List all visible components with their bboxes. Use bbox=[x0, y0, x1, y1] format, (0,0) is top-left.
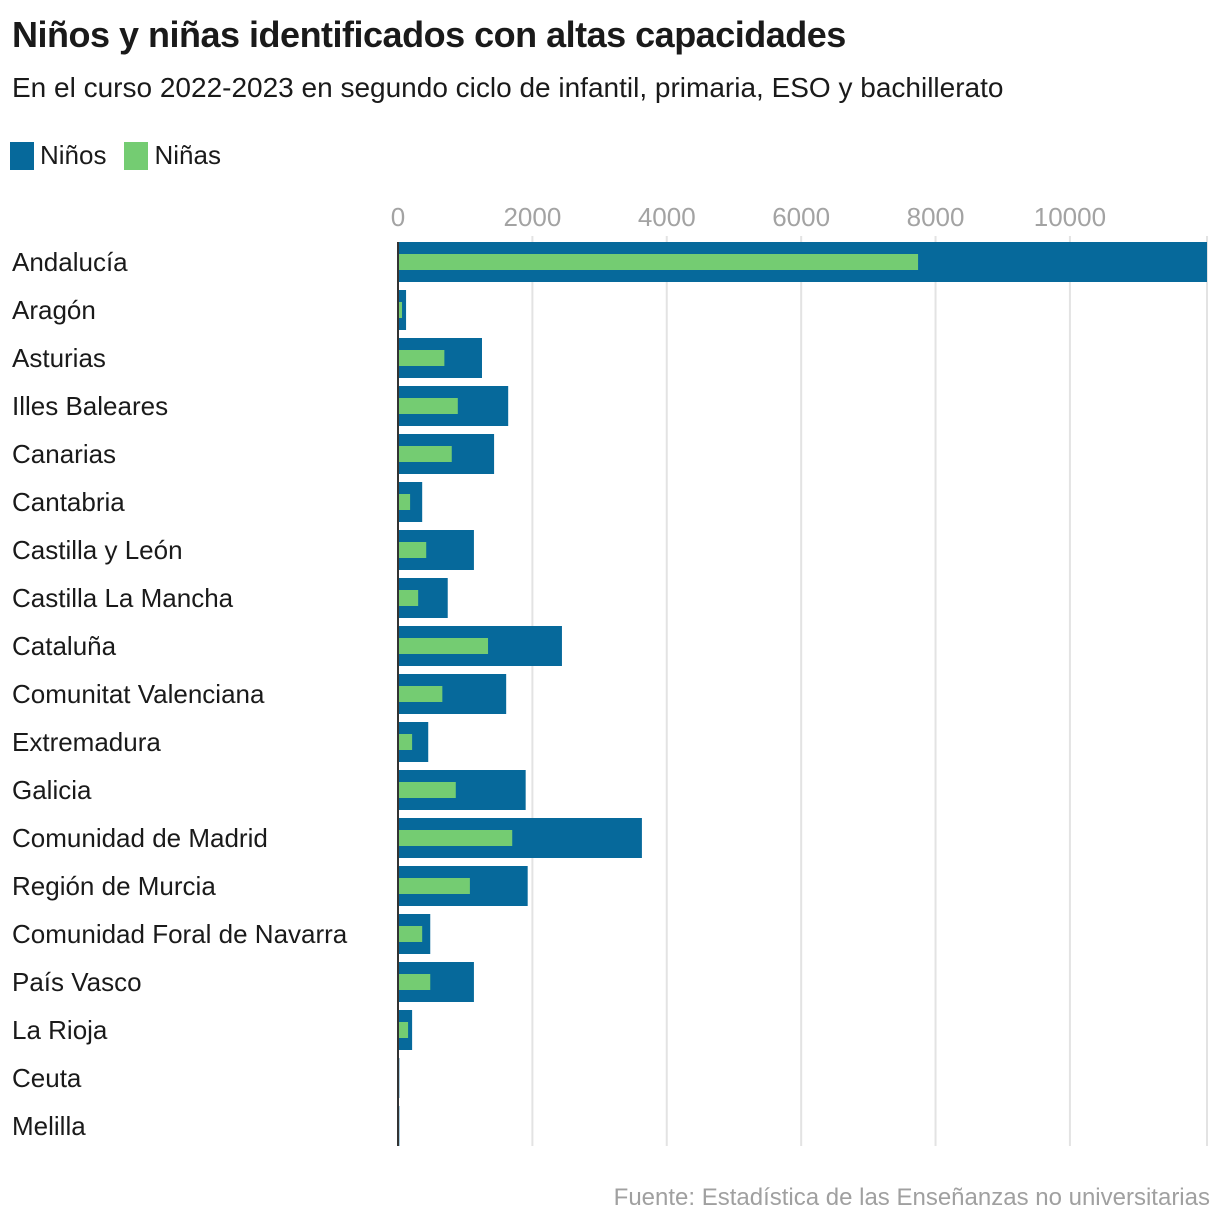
bar-ninas bbox=[398, 878, 470, 894]
source-note: Fuente: Estadística de las Enseñanzas no… bbox=[613, 1184, 1210, 1211]
legend: Niños Niñas bbox=[10, 140, 239, 171]
category-label: Comunitat Valenciana bbox=[12, 679, 265, 709]
bar-ninas bbox=[398, 446, 452, 462]
bar-ninas bbox=[398, 542, 427, 558]
category-label: Castilla y León bbox=[12, 535, 183, 565]
category-label: Canarias bbox=[12, 439, 116, 469]
category-label: Illes Baleares bbox=[12, 391, 168, 421]
bar-ninas bbox=[398, 974, 431, 990]
bar-ninas bbox=[398, 398, 458, 414]
category-label: Comunidad de Madrid bbox=[12, 823, 268, 853]
x-tick-label: 2000 bbox=[503, 202, 561, 232]
bar-ninas bbox=[398, 350, 445, 366]
category-label: La Rioja bbox=[12, 1015, 108, 1045]
bar-ninas bbox=[398, 1022, 409, 1038]
bar-ninas bbox=[398, 254, 919, 270]
category-label: Asturias bbox=[12, 343, 106, 373]
bar-ninas bbox=[398, 734, 413, 750]
x-tick-label: 10000 bbox=[1034, 202, 1106, 232]
category-label: Comunidad Foral de Navarra bbox=[12, 919, 348, 949]
x-axis-ticks: 0 2000 4000 6000 8000 10000 bbox=[391, 202, 1106, 232]
bar-ninas bbox=[398, 686, 443, 702]
category-label: Andalucía bbox=[12, 247, 128, 277]
bar-ninas bbox=[398, 638, 489, 654]
legend-label-ninos: Niños bbox=[40, 140, 107, 170]
chart-subtitle: En el curso 2022-2023 en segundo ciclo d… bbox=[12, 72, 1004, 103]
legend-label-ninas: Niñas bbox=[154, 140, 221, 170]
category-label: Región de Murcia bbox=[12, 871, 216, 901]
category-label: País Vasco bbox=[12, 967, 142, 997]
bar-ninas bbox=[398, 590, 419, 606]
legend-swatch-ninas bbox=[124, 141, 149, 170]
category-label: Galicia bbox=[12, 775, 92, 805]
category-label: Melilla bbox=[12, 1111, 86, 1141]
bars bbox=[398, 242, 1207, 1146]
chart-title: Niños y niñas identificados con altas ca… bbox=[12, 14, 846, 55]
category-labels: Andalucía Aragón Asturias Illes Baleares Can… bbox=[12, 247, 348, 1141]
category-label: Cantabria bbox=[12, 487, 125, 517]
x-tick-label: 8000 bbox=[907, 202, 965, 232]
category-label: Aragón bbox=[12, 295, 96, 325]
bar-ninas bbox=[398, 830, 513, 846]
legend-swatch-ninos bbox=[10, 141, 34, 170]
x-tick-label: 6000 bbox=[772, 202, 830, 232]
bar-ninas bbox=[398, 302, 403, 318]
gridlines bbox=[531, 236, 1208, 1146]
bar-ninas bbox=[398, 494, 411, 510]
bar-ninas bbox=[398, 782, 456, 798]
legend-item-ninas: Niñas bbox=[124, 140, 221, 171]
legend-item-ninos: Niños bbox=[10, 140, 106, 171]
category-label: Cataluña bbox=[12, 631, 117, 661]
category-label: Castilla La Mancha bbox=[12, 583, 234, 613]
x-tick-label: 0 bbox=[391, 202, 405, 232]
x-tick-label: 4000 bbox=[638, 202, 696, 232]
category-label: Ceuta bbox=[12, 1063, 82, 1093]
bar-ninas bbox=[398, 926, 423, 942]
category-label: Extremadura bbox=[12, 727, 161, 757]
